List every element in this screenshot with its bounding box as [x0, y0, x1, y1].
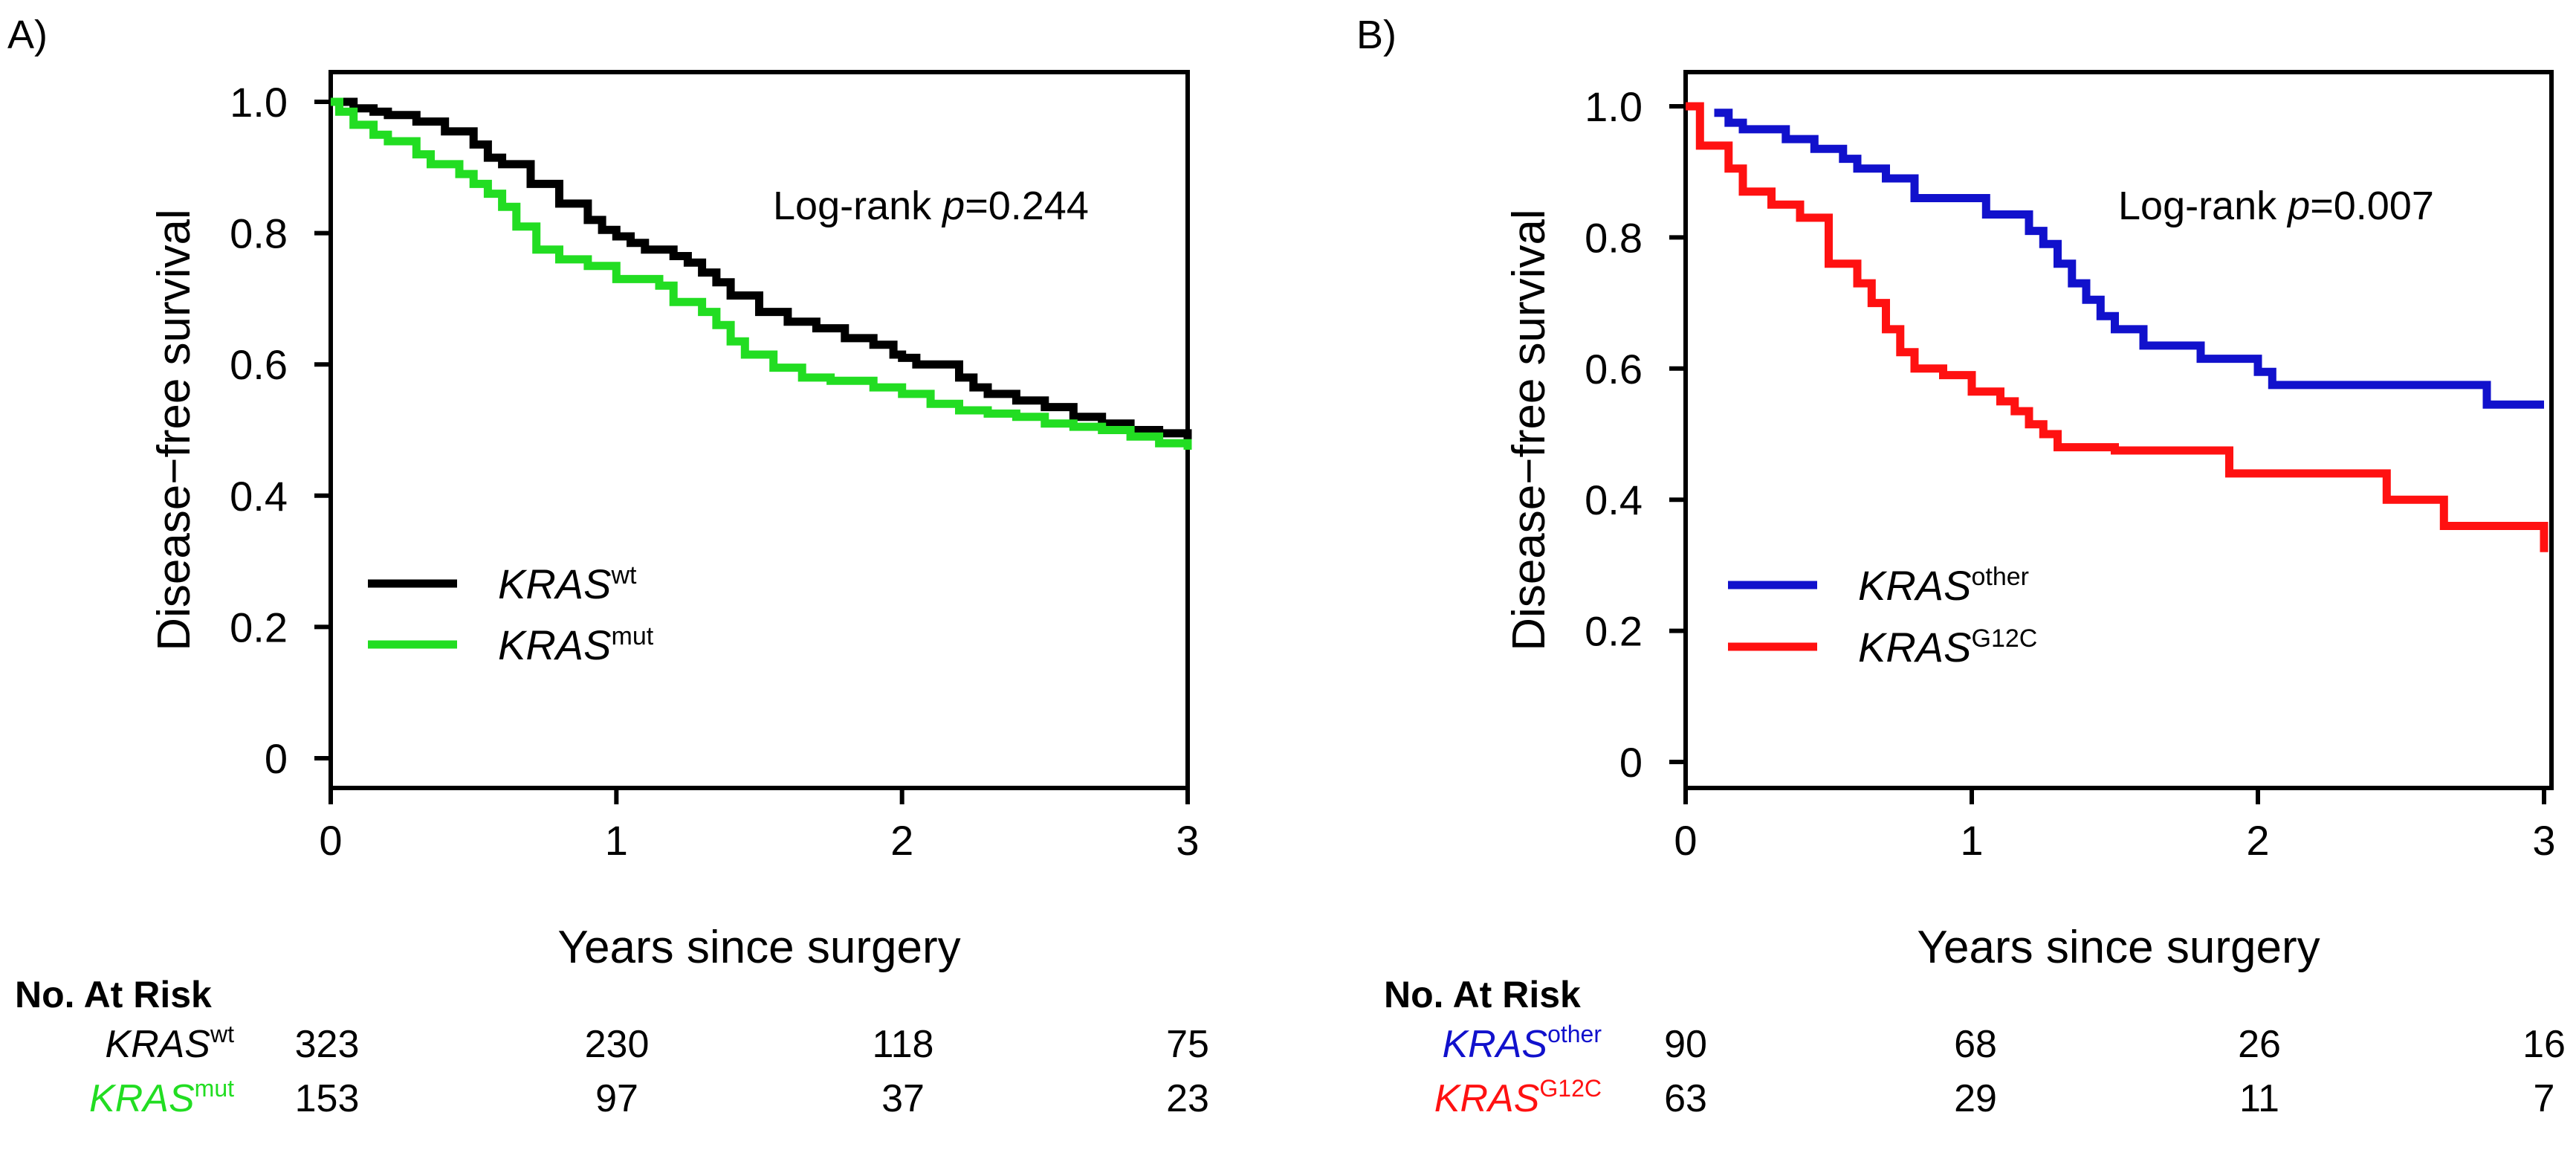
risk-count: 68 — [1954, 1023, 1997, 1066]
risk-count: 16 — [2522, 1023, 2566, 1066]
risk-count: 118 — [873, 1023, 934, 1066]
risk-table-header: No. At Risk — [1384, 974, 1581, 1015]
logrank-annotation: Log-rank p=0.244 — [773, 184, 1089, 228]
x-tick-label: 2 — [890, 817, 913, 864]
panel-label: A) — [7, 13, 48, 57]
y-tick-label: 0 — [265, 735, 288, 782]
risk-row-label-wt: KRASwt — [105, 1021, 234, 1066]
x-tick-label: 3 — [1176, 817, 1199, 864]
x-tick-label: 2 — [2246, 817, 2269, 864]
x-axis-label: Years since surgery — [1917, 922, 2320, 973]
y-axis-label: Disease−free survival — [1504, 209, 1555, 650]
risk-row-label-mut: KRASmut — [89, 1075, 234, 1120]
legend-label-other: KRASother — [1858, 562, 2029, 609]
risk-count: 153 — [295, 1077, 360, 1120]
x-tick-label: 1 — [605, 817, 628, 864]
risk-count: 29 — [1954, 1077, 1997, 1120]
logrank-p-symbol: p — [941, 184, 965, 228]
legend-label-g12c: KRASG12C — [1858, 624, 2037, 671]
y-tick-label: 0.4 — [1585, 477, 1643, 523]
logrank-p-symbol: p — [2286, 184, 2310, 228]
y-tick-label: 0.2 — [230, 604, 288, 650]
risk-count: 90 — [1664, 1023, 1707, 1066]
logrank-prefix: Log-rank — [2118, 184, 2288, 228]
x-tick-label: 1 — [1960, 817, 1983, 864]
risk-row-label-g12c: KRASG12C — [1434, 1075, 1602, 1120]
y-tick-label: 0.4 — [230, 473, 288, 520]
legend-label-wt: KRASwt — [498, 561, 637, 607]
risk-count: 75 — [1166, 1023, 1209, 1066]
km-curve-g12c — [1686, 102, 2549, 552]
risk-count: 230 — [585, 1023, 650, 1066]
risk-count: 37 — [881, 1077, 925, 1120]
y-tick-label: 0.6 — [1585, 346, 1643, 393]
x-axis-label: Years since surgery — [557, 922, 960, 973]
panel-b: B) 0 0.2 0.4 0.6 0.8 1.0 0 1 2 3 Years since surger… — [1356, 13, 2566, 1120]
plot-frame — [329, 70, 1190, 790]
risk-count: 26 — [2238, 1023, 2281, 1066]
risk-count: 7 — [2534, 1077, 2555, 1120]
risk-row-label-other: KRASother — [1442, 1021, 1602, 1066]
plot-frame — [1683, 70, 2554, 790]
risk-count: 63 — [1664, 1077, 1707, 1120]
x-tick-label: 0 — [319, 817, 342, 864]
km-curve-wt — [331, 97, 1192, 440]
risk-table-header: No. At Risk — [15, 974, 212, 1015]
risk-count: 97 — [595, 1077, 638, 1120]
risk-count: 23 — [1166, 1077, 1209, 1120]
y-tick-label: 0 — [1619, 739, 1643, 786]
y-axis-label: Disease−free survival — [149, 209, 200, 650]
x-tick-label: 0 — [1674, 817, 1697, 864]
km-curve-mut — [331, 97, 1192, 450]
y-tick-label: 0.2 — [1585, 608, 1643, 655]
logrank-value: =0.244 — [965, 184, 1089, 228]
risk-count: 323 — [295, 1023, 360, 1066]
km-curve-other — [1714, 109, 2544, 409]
logrank-prefix: Log-rank — [773, 184, 942, 228]
logrank-value: =0.007 — [2310, 184, 2434, 228]
legend-label-mut: KRASmut — [498, 621, 654, 668]
x-tick-label: 3 — [2532, 817, 2555, 864]
y-tick-label: 1.0 — [230, 79, 288, 126]
y-tick-label: 0.8 — [1585, 214, 1643, 261]
panel-label: B) — [1356, 13, 1397, 57]
y-tick-label: 0.8 — [230, 210, 288, 257]
logrank-annotation: Log-rank p=0.007 — [2118, 184, 2434, 228]
y-tick-label: 0.6 — [230, 341, 288, 388]
risk-count: 11 — [2239, 1077, 2279, 1120]
y-tick-label: 1.0 — [1585, 83, 1643, 130]
